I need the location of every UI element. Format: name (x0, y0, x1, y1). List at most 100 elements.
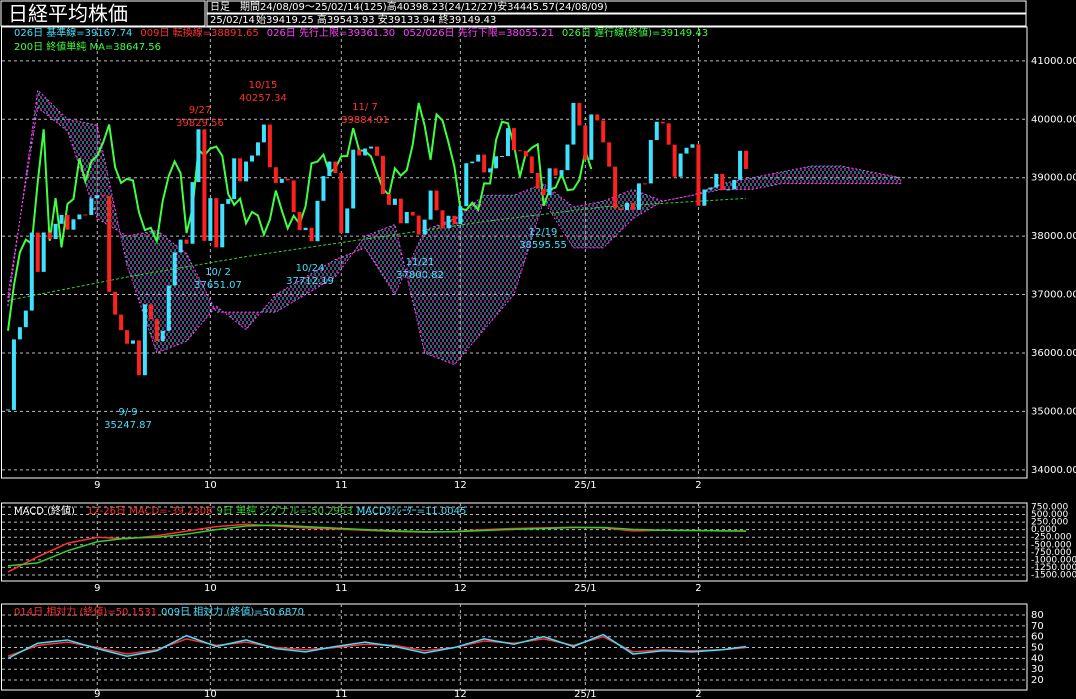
candle (238, 158, 243, 182)
candle (738, 150, 743, 180)
candle (684, 147, 689, 154)
candle (398, 198, 403, 224)
y-tick-label: 36000.00 (1031, 348, 1076, 359)
candle (517, 150, 522, 152)
candle (732, 179, 737, 190)
candle (261, 124, 266, 143)
annotation-price: 37712.19 (286, 276, 334, 287)
annotation-price: 35247.87 (104, 420, 152, 431)
candle (660, 121, 665, 124)
panel-title: MACD (終値) (14, 504, 75, 517)
candle (470, 161, 475, 164)
candle (357, 149, 362, 156)
candle (351, 149, 356, 209)
candle (476, 154, 481, 162)
x-tick-label: 25/1 (574, 689, 596, 699)
y-tick-label: 41000.00 (1031, 56, 1076, 67)
candle (148, 304, 153, 320)
y-tick-label: 500.000 (1031, 510, 1068, 520)
candle (446, 215, 451, 229)
x-tick-label: 11 (335, 583, 348, 594)
x-tick-label: 2 (695, 689, 701, 699)
panel (1, 502, 1028, 582)
candle (89, 198, 94, 215)
candle (166, 285, 171, 331)
period-label: 日足 (210, 1, 230, 13)
y-tick-label: -750.000 (1031, 548, 1072, 558)
annotation-price: 39884.01 (341, 115, 389, 126)
y-tick-label: 30 (1031, 664, 1044, 675)
x-tick-label: 9 (94, 480, 100, 491)
candle (434, 190, 439, 211)
candle (488, 168, 493, 173)
candle (255, 142, 260, 156)
candle (440, 210, 445, 229)
y-tick-label: -250.000 (1031, 533, 1072, 543)
y-tick-label: 35000.00 (1031, 406, 1076, 417)
y-tick-label: 250.000 (1031, 518, 1068, 528)
y-tick-label: 34000.00 (1031, 465, 1076, 476)
candle (583, 125, 588, 160)
candle (23, 310, 28, 328)
candle (422, 219, 427, 235)
x-tick-label: 25/1 (574, 480, 596, 491)
legend-entry: 026日 先行上限=39361.30 (267, 26, 395, 39)
candle (154, 319, 159, 342)
candle (178, 239, 183, 253)
candle (500, 155, 505, 157)
annotation-date: 9/27 (189, 105, 211, 116)
x-tick-label: 11 (335, 689, 348, 699)
candle (392, 198, 397, 205)
candle (607, 142, 612, 167)
candle (202, 129, 207, 241)
legend-entry: 12-26日 MACD=-39.2308 (87, 506, 213, 517)
candle (29, 232, 34, 311)
legend-entry: 9日 単純 シグナル=-50.2953 (217, 504, 353, 517)
candle (297, 212, 302, 231)
candle (83, 214, 88, 216)
candle (369, 146, 374, 149)
candle (375, 146, 380, 156)
series-line (7, 633, 747, 660)
candle (309, 227, 314, 242)
legend-entry: 009日 転換線=38891.65 (140, 26, 258, 39)
candle (59, 214, 64, 224)
candle (77, 214, 82, 220)
y-tick-label: -1250.000 (1031, 563, 1076, 573)
candle (726, 189, 731, 191)
annotation-date: 10/ 2 (205, 267, 231, 278)
y-tick-label: 70 (1031, 621, 1044, 632)
candle (65, 214, 70, 230)
panel (1, 603, 1028, 691)
candle (708, 187, 713, 190)
candle (541, 188, 546, 196)
annotation-date: 9/ 9 (118, 407, 137, 418)
y-tick-label: 50 (1031, 643, 1044, 654)
candle (327, 161, 332, 177)
candle (642, 183, 647, 185)
y-tick-label: -1500.000 (1031, 570, 1076, 580)
candle (678, 153, 683, 177)
info-row (206, 13, 1027, 27)
candle (101, 195, 106, 197)
legend-entry: 200日 終値単純 MA=38647.56 (14, 40, 161, 53)
candle (113, 291, 118, 315)
candle (613, 166, 618, 209)
candle (267, 124, 272, 168)
y-tick-label: 0.000 (1031, 525, 1057, 535)
candle (95, 195, 100, 199)
y-tick-label: 40 (1031, 653, 1044, 664)
y-tick-label: 60 (1031, 632, 1044, 643)
candle (130, 340, 135, 344)
candle (339, 172, 344, 234)
candle (666, 123, 671, 145)
candle (702, 189, 707, 206)
candle (226, 199, 231, 204)
y-tick-label: -500.000 (1031, 540, 1072, 550)
y-tick-label: 39000.00 (1031, 173, 1076, 184)
annotation-date: 11/ 7 (352, 102, 378, 113)
y-tick-label: 37000.00 (1031, 290, 1076, 301)
candle (672, 144, 677, 177)
period: 期間24/08/09～25/02/14(125)高40398.23(24/12/… (240, 0, 608, 13)
legend-entry: 026日 遅行線(終値)=39149.43 (562, 26, 708, 39)
